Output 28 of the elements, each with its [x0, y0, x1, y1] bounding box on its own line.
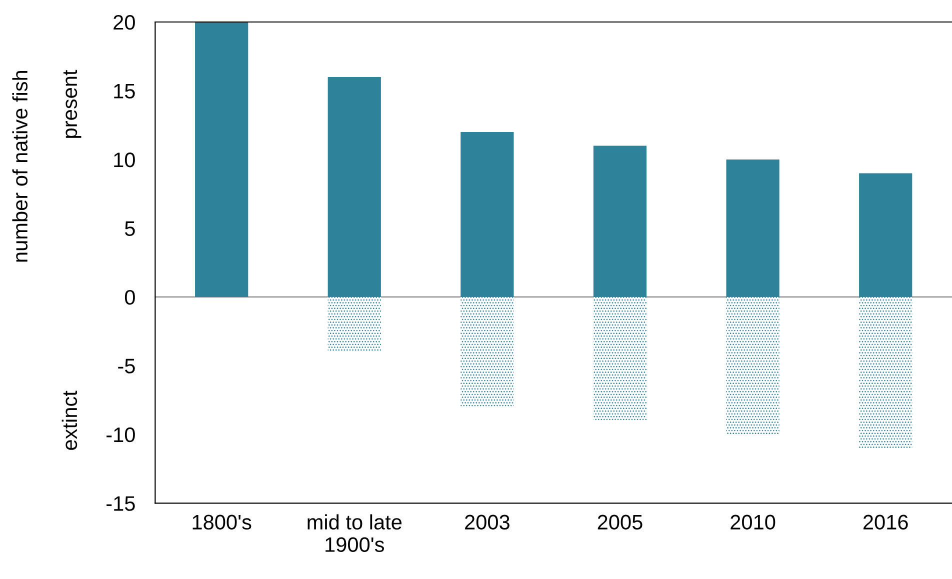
y-axis-title: number of native fish [12, 70, 28, 262]
bar [859, 173, 912, 297]
y-tick-label: -15 [106, 496, 135, 511]
bar [726, 296, 780, 434]
y-tick-label: 20 [114, 15, 135, 30]
y-tick-label: 15 [114, 84, 135, 98]
y-tick-label: 0 [124, 290, 135, 305]
y-tick-label: 5 [124, 221, 135, 236]
y-tick-label: 10 [114, 152, 135, 168]
bar [328, 76, 381, 297]
bar [726, 159, 780, 297]
x-tick-label: 2005 [598, 514, 642, 530]
text: extinct [62, 390, 78, 450]
bar [460, 132, 514, 297]
x-tick-label: 1800's [192, 514, 252, 530]
x-tick-label: 2016 [863, 514, 908, 530]
bar [593, 146, 647, 297]
bar [859, 296, 912, 448]
y-tick-label: -10 [106, 427, 135, 442]
x-tick-label: mid to late 1900's [308, 514, 402, 552]
x-tick-label: 2010 [730, 514, 776, 530]
bar [460, 296, 514, 407]
text: present [63, 70, 82, 138]
bar [328, 296, 381, 352]
y-tick-label: -5 [118, 358, 135, 374]
x-tick-label: 2003 [465, 514, 510, 530]
bar [195, 22, 248, 297]
bar [593, 296, 647, 421]
